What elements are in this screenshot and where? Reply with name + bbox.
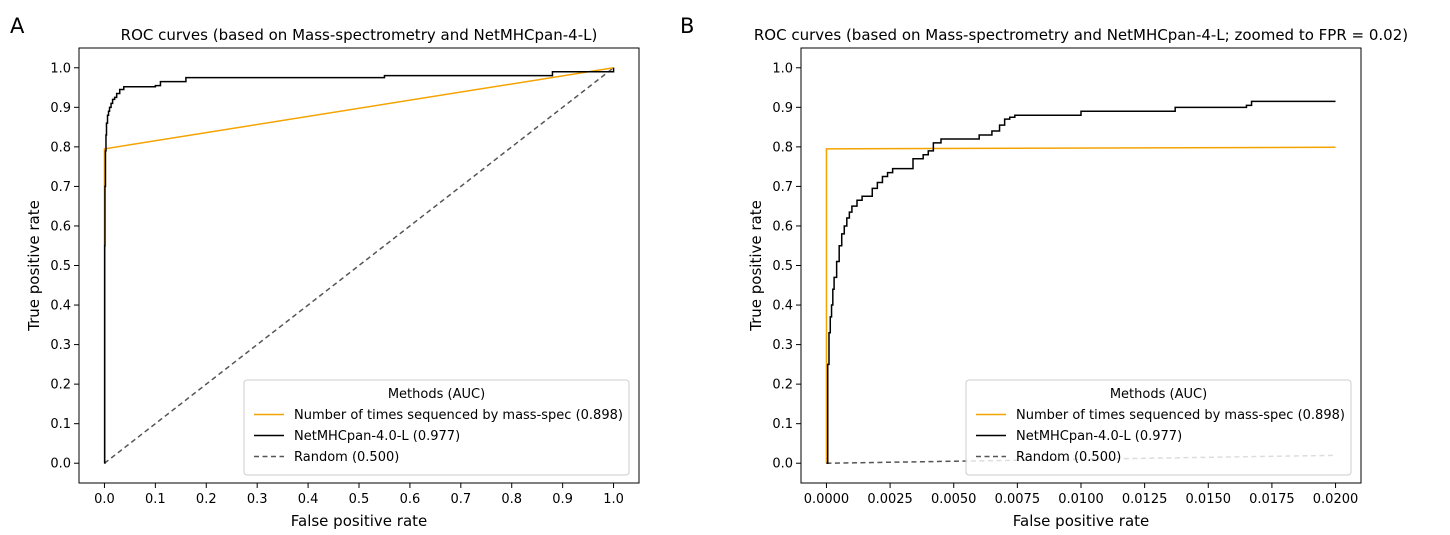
- x-tick-label: 1.0: [603, 492, 624, 507]
- y-axis-label: True positive rate: [747, 200, 765, 332]
- x-tick-label: 0.0150: [1186, 492, 1232, 507]
- y-tick-label: 0.9: [772, 101, 793, 116]
- x-tick-label: 0.3: [247, 492, 268, 507]
- x-tick-label: 0.0050: [931, 492, 977, 507]
- y-tick-label: 0.3: [772, 338, 793, 353]
- x-tick-label: 0.0: [94, 492, 115, 507]
- legend-items: Number of times sequenced by mass-spec (…: [976, 408, 1345, 465]
- legend-label: Random (0.500): [294, 450, 399, 465]
- legend: Methods (AUC) Number of times sequenced …: [965, 379, 1352, 476]
- y-tick-label: 1.0: [50, 61, 71, 76]
- chart-title: ROC curves (based on Mass-spectrometry a…: [121, 26, 598, 44]
- legend-title: Methods (AUC): [388, 387, 485, 402]
- panel-label-b: B: [680, 14, 694, 38]
- chart-title: ROC curves (based on Mass-spectrometry a…: [754, 26, 1408, 44]
- y-tick-label: 0.6: [772, 219, 793, 234]
- y-tick-label: 0.4: [50, 299, 71, 314]
- x-tick-label: 0.7: [450, 492, 471, 507]
- legend: Methods (AUC) Number of times sequenced …: [243, 379, 630, 476]
- x-tick-label: 0.0200: [1313, 492, 1359, 507]
- x-tick-label: 0.6: [400, 492, 421, 507]
- legend-label: Number of times sequenced by mass-spec (…: [294, 408, 623, 423]
- y-tick-label: 0.8: [772, 140, 793, 155]
- legend-label: Random (0.500): [1016, 450, 1121, 465]
- y-tick-label: 0.7: [772, 180, 793, 195]
- legend-title: Methods (AUC): [1110, 387, 1207, 402]
- panel-label-a: A: [10, 14, 25, 38]
- legend-label: Number of times sequenced by mass-spec (…: [1016, 408, 1345, 423]
- y-tick-label: 0.3: [50, 338, 71, 353]
- x-tick-label: 0.4: [298, 492, 319, 507]
- legend-box: [965, 379, 1352, 476]
- y-tick-label: 0.1: [50, 417, 71, 432]
- series-line-mass-spec: [825, 146, 1336, 464]
- x-tick-label: 0.2: [196, 492, 217, 507]
- series-layer: [825, 100, 1336, 464]
- y-tick-label: 0.6: [50, 219, 71, 234]
- y-tick-label: 0.7: [50, 180, 71, 195]
- x-tick-label: 0.0000: [804, 492, 850, 507]
- y-tick-label: 0.8: [50, 140, 71, 155]
- legend-label: NetMHCpan-4.0-L (0.977): [294, 429, 460, 444]
- x-axis-label: False positive rate: [291, 512, 428, 530]
- x-tick-label: 0.5: [349, 492, 370, 507]
- series-line-netmhcpan: [826, 100, 1336, 464]
- x-tick-label: 0.8: [501, 492, 522, 507]
- x-axis-ticks: 0.0000 0.0025 0.0050 0.0075 0.0100 0.0125 0.01…: [804, 483, 1359, 507]
- legend-label: NetMHCpan-4.0-L (0.977): [1016, 429, 1182, 444]
- x-tick-label: 0.0100: [1058, 492, 1104, 507]
- x-axis-label: False positive rate: [1013, 512, 1150, 530]
- roc-chart-b: ROC curves (based on Mass-spectrometry a…: [747, 26, 1408, 530]
- y-axis-ticks: 0.0 0.1 0.2 0.3 0.4 0.5 0.6 0.7 0.8 0.9 1.0: [772, 61, 801, 472]
- legend-box: [243, 379, 630, 476]
- x-axis-ticks: 0.0 0.1 0.2 0.3 0.4 0.5 0.6 0.7 0.8 0.9 1.0: [94, 483, 624, 507]
- y-tick-label: 0.2: [50, 378, 71, 393]
- x-tick-label: 0.1: [145, 492, 166, 507]
- x-tick-label: 0.0025: [867, 492, 913, 507]
- legend-items: Number of times sequenced by mass-spec (…: [254, 408, 623, 465]
- x-tick-label: 0.9: [552, 492, 573, 507]
- y-tick-label: 0.4: [772, 299, 793, 314]
- y-tick-label: 0.9: [50, 101, 71, 116]
- y-tick-label: 0.2: [772, 378, 793, 393]
- y-axis-label: True positive rate: [25, 200, 43, 332]
- series-line-netmhcpan: [103, 67, 615, 464]
- series-line-random: [103, 67, 615, 464]
- y-tick-label: 1.0: [772, 61, 793, 76]
- x-tick-label: 0.0075: [995, 492, 1041, 507]
- y-axis-ticks: 0.0 0.1 0.2 0.3 0.4 0.5 0.6 0.7 0.8 0.9 1.0: [50, 61, 79, 472]
- y-tick-label: 0.1: [772, 417, 793, 432]
- series-layer: [103, 67, 615, 464]
- y-tick-label: 0.0: [50, 457, 71, 472]
- y-tick-label: 0.0: [772, 457, 793, 472]
- x-tick-label: 0.0175: [1249, 492, 1295, 507]
- y-tick-label: 0.5: [772, 259, 793, 274]
- x-tick-label: 0.0125: [1122, 492, 1168, 507]
- roc-chart-a: ROC curves (based on Mass-spectrometry a…: [25, 26, 640, 530]
- y-tick-label: 0.5: [50, 259, 71, 274]
